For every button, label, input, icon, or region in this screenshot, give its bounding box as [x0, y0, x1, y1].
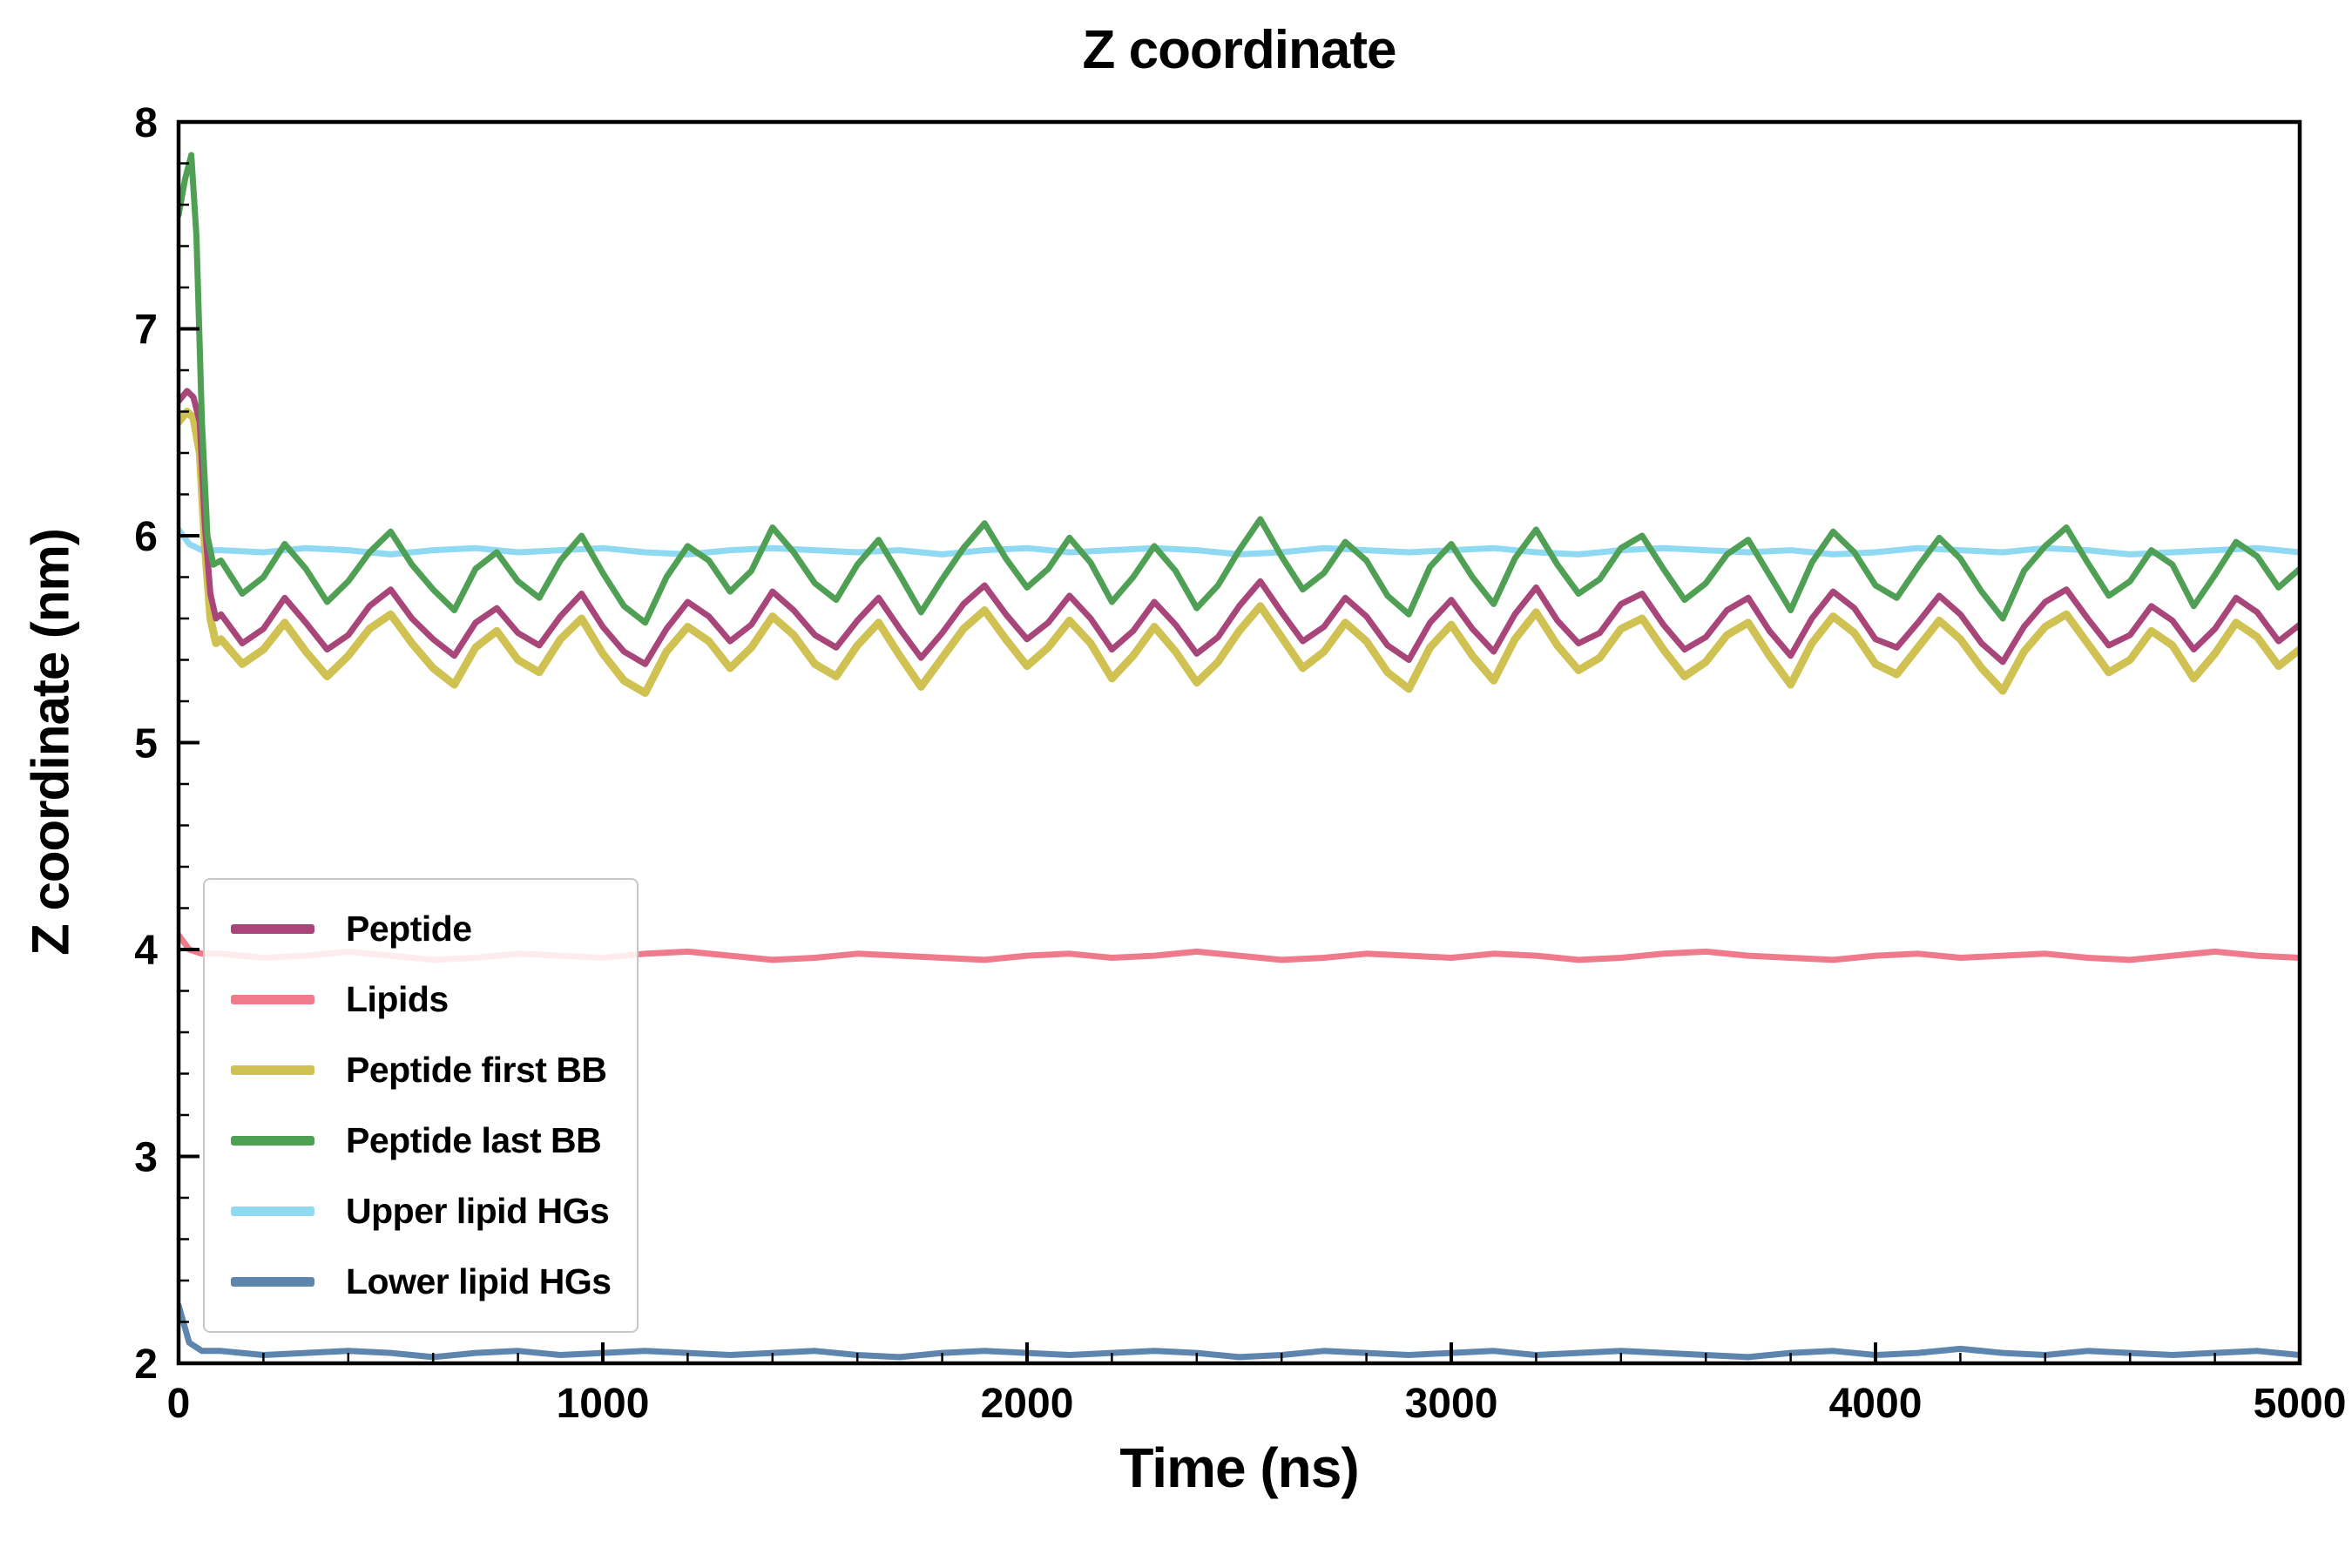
x-tick-label: 1000	[557, 1381, 650, 1427]
legend-swatch-icon	[231, 1136, 314, 1146]
y-tick-label: 2	[134, 1342, 158, 1388]
legend-item-lower-lipid-hgs: Lower lipid HGs	[205, 1247, 637, 1317]
series-line-peptide-first-bb	[179, 408, 2300, 697]
legend-swatch-icon	[231, 924, 314, 934]
y-tick-label: 6	[134, 514, 158, 560]
y-tick-label: 4	[134, 928, 158, 974]
y-tick-label: 5	[134, 721, 158, 767]
legend-label: Lipids	[346, 979, 449, 1019]
legend-item-lipids: Lipids	[205, 964, 637, 1035]
legend-swatch-icon	[231, 1065, 314, 1075]
legend-label: Peptide	[346, 909, 472, 949]
series-line-peptide-last-bb	[179, 152, 2300, 626]
legend-item-upper-lipid-hgs: Upper lipid HGs	[205, 1176, 637, 1247]
series-line-peptide	[179, 388, 2300, 667]
x-tick-label: 5000	[2254, 1381, 2347, 1427]
y-tick-label: 7	[134, 308, 158, 354]
legend-item-peptide: Peptide	[205, 894, 637, 964]
x-axis-label: Time (ns)	[1119, 1436, 1359, 1499]
legend-label: Peptide first BB	[346, 1050, 607, 1090]
legend-swatch-icon	[231, 995, 314, 1004]
legend-swatch-icon	[231, 1277, 314, 1287]
x-tick-label: 3000	[1405, 1381, 1498, 1427]
chart-title: Z coordinate	[1082, 20, 1396, 80]
x-tick-label: 0	[167, 1381, 191, 1427]
legend-label: Upper lipid HGs	[346, 1191, 610, 1231]
x-tick-label: 4000	[1829, 1381, 1923, 1427]
y-tick-label: 3	[134, 1135, 158, 1181]
legend: Peptide Lipids Peptide first BB Peptide las…	[203, 878, 639, 1333]
y-tick-label: 8	[134, 100, 158, 146]
x-tick-label: 2000	[981, 1381, 1074, 1427]
legend-item-peptide-first-bb: Peptide first BB	[205, 1035, 637, 1105]
legend-label: Peptide last BB	[346, 1120, 602, 1160]
legend-label: Lower lipid HGs	[346, 1261, 612, 1301]
legend-item-peptide-last-bb: Peptide last BB	[205, 1105, 637, 1176]
legend-swatch-icon	[231, 1206, 314, 1216]
